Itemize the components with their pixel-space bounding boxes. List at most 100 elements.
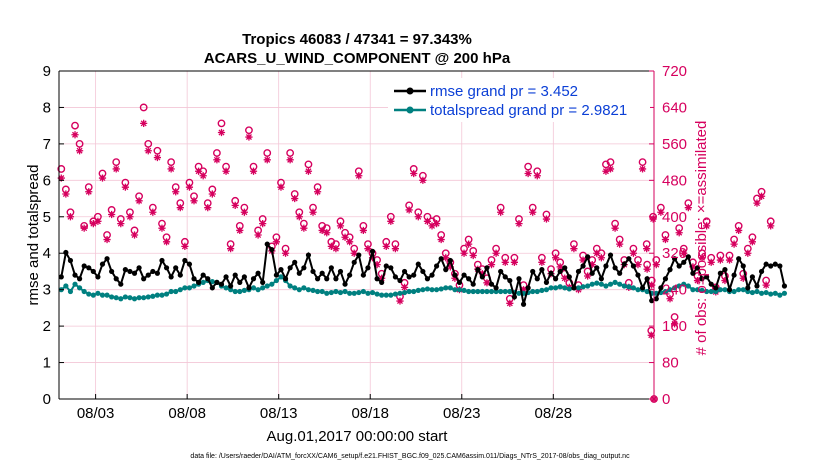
rmse-point [186,261,193,267]
rmse-point [292,259,298,265]
rmse-point [287,265,293,271]
obs-possible-point [304,160,313,169]
totalspread-point [232,288,238,295]
obs-assimilated-point [309,208,317,216]
obs-assimilated-point [85,188,93,196]
rmse-point [228,283,234,289]
rmse-point [704,274,710,280]
totalspread-point [76,285,83,291]
legend-box [388,78,650,122]
obs-assimilated-point [254,231,262,239]
totalspread-point [580,284,586,290]
obs-assimilated-point [162,238,171,246]
totalspread-point [95,290,101,296]
totalspread-point [182,285,188,291]
y-right-tick-label: 480 [662,172,687,189]
totalspread-point [777,292,783,298]
obs-assimilated-point [693,276,702,285]
rmse-point [246,285,252,291]
rmse-point [667,267,673,273]
rmse-point [95,274,101,280]
totalspread-point [177,287,183,293]
obs-possible-point [71,121,79,130]
rmse-point [310,268,316,275]
totalspread-point [392,291,399,297]
obs-assimilated-point [689,263,697,271]
y-left-tick-label: 2 [43,318,51,335]
totalspread-point [498,288,504,295]
y-axis-right-label: # of obs: o=possible; ×=assimilated [693,121,710,356]
x-tick-label: 08/13 [260,405,298,422]
obs-assimilated-point [716,256,724,264]
totalspread-point [347,290,353,296]
totalspread-point [99,292,106,298]
rmse-point [639,285,646,291]
obs-assimilated-point [98,174,107,182]
totalspread-point [543,287,550,293]
rmse-point [122,267,128,273]
obs-assimilated-point [263,156,271,164]
rmse-point [520,301,527,307]
rmse-point [333,276,339,282]
obs-assimilated-point [629,249,638,257]
obs-possible-point [670,313,679,321]
obs-assimilated-point [721,276,729,285]
totalspread-point [493,288,499,295]
totalspread-point [324,290,330,296]
rmse-point [182,257,188,264]
obs-assimilated-point [703,222,711,230]
obs-assimilated-point [194,167,203,175]
obs-assimilated-point [735,226,743,235]
obs-possible-point [286,149,295,157]
totalspread-point [406,288,412,295]
totalspread-point [745,288,751,295]
rmse-point [411,272,417,278]
totalspread-point [154,292,161,298]
rmse-point [562,265,568,271]
obs-assimilated-point [121,183,129,191]
obs-assimilated-point [487,261,496,269]
obs-assimilated-point [387,217,395,225]
rmse-point [635,272,641,278]
obs-assimilated-point [130,231,139,239]
rmse-point [63,249,69,256]
obs-assimilated-point [300,224,308,232]
rmse-point [324,276,330,282]
totalspread-point [173,288,179,295]
obs-assimilated-point [649,215,657,223]
rmse-point [86,265,92,271]
totalspread-point [191,283,197,289]
y-right-tick-label: 400 [662,209,687,226]
obs-assimilated-point [762,281,770,289]
obs-assimilated-point [318,226,326,235]
obs-assimilated-point [359,226,367,235]
obs-assimilated-point [405,206,413,214]
rmse-point [168,274,174,280]
obs-assimilated-point [542,215,551,223]
totalspread-point [273,277,280,284]
totalspread-point [740,287,746,293]
totalspread-point [429,287,435,293]
obs-assimilated-point [684,204,692,212]
rmse-point [99,261,106,267]
obs-assimilated-point [313,188,322,196]
obs-assimilated-point [71,131,79,139]
rmse-point [777,263,783,269]
totalspread-point [557,284,563,290]
obs-assimilated-point [643,265,651,273]
totalspread-point [507,288,513,295]
totalspread-point [163,291,170,297]
totalspread-point [365,290,371,296]
obs-assimilated-point [757,192,766,200]
rmse-point [475,267,481,273]
rmse-point [516,276,522,282]
totalspread-point [141,295,147,301]
obs-assimilated-point [304,167,313,175]
totalspread-point [223,285,229,291]
rmse-point [466,276,472,282]
totalspread-point [594,280,600,286]
obs-assimilated-point [332,245,340,253]
totalspread-point [337,289,344,296]
totalspread-point [713,288,719,295]
obs-assimilated-point [291,194,299,203]
